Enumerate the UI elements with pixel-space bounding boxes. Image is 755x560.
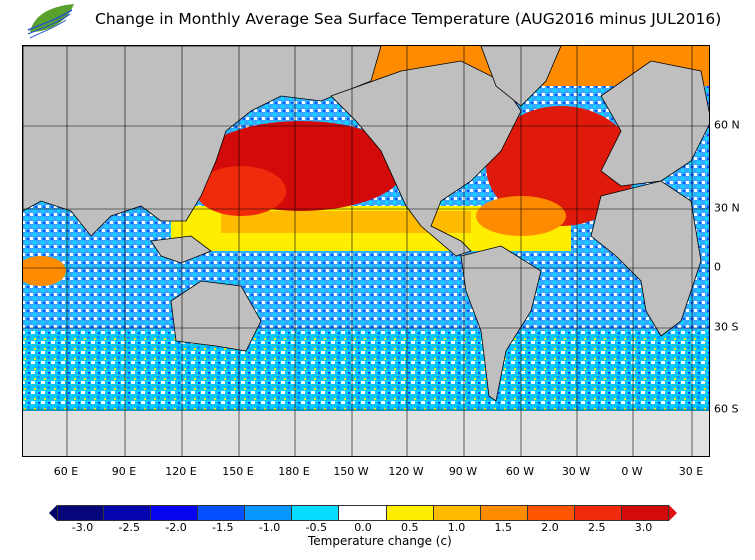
lat-label: 30 N	[714, 201, 740, 215]
colorbar-border	[57, 505, 669, 521]
lon-label: 120 E	[165, 465, 197, 478]
colorbar-tick-label: -3.0	[71, 521, 94, 534]
colorbar-swatch	[339, 505, 387, 521]
lon-label: 30 W	[561, 465, 591, 478]
colorbar-tick-label: 2.0	[541, 521, 559, 534]
lon-label: 150 W	[333, 465, 369, 478]
colorbar-tick-label: -0.5	[305, 521, 327, 534]
colorbar-tick-label: 0.0	[354, 521, 372, 534]
colorbar-tick-label: 3.0	[634, 521, 653, 534]
lon-label: 60 W	[505, 465, 535, 478]
lon-label: 30 E	[678, 465, 704, 478]
chart-title: Change in Monthly Average Sea Surface Te…	[95, 10, 722, 28]
leaf-logo	[27, 4, 74, 39]
colorbar-swatch	[151, 505, 199, 521]
colorbar-swatch	[292, 505, 340, 521]
lon-label: 0 W	[621, 465, 643, 478]
colorbar-swatch	[433, 505, 481, 521]
colorbar	[57, 505, 670, 521]
lon-label: 90 E	[111, 465, 137, 478]
colorbar-swatch	[480, 505, 528, 521]
lon-label: 120 W	[388, 465, 424, 478]
colorbar-label: Temperature change (c)	[308, 534, 452, 548]
colorbar-tick-label: -1.5	[212, 521, 234, 534]
lat-label: 0	[714, 260, 721, 274]
lon-label: 90 W	[448, 465, 478, 478]
colorbar-tick-label: -2.0	[165, 521, 187, 534]
colorbar-swatch	[198, 505, 246, 521]
lat-label: 30 S	[714, 320, 739, 334]
colorbar-swatch	[104, 505, 152, 521]
map-canvas	[23, 46, 709, 456]
lon-label: 180 E	[278, 465, 310, 478]
lon-label: 60 E	[53, 465, 79, 478]
colorbar-tick-label: 1.5	[494, 521, 513, 534]
colorbar-swatch	[527, 505, 575, 521]
colorbar-under-arrow	[49, 505, 57, 521]
lat-label: 60 S	[714, 402, 739, 416]
colorbar-tick-label: 2.5	[588, 521, 606, 534]
lon-label: 150 E	[222, 465, 254, 478]
graticule	[23, 46, 709, 456]
colorbar-tick-label: 0.5	[401, 521, 419, 534]
colorbar-tick-label: -1.0	[258, 521, 281, 534]
colorbar-swatch	[574, 505, 622, 521]
colorbar-swatch	[386, 505, 434, 521]
colorbar-swatch	[245, 505, 293, 521]
colorbar-over-arrow	[669, 505, 677, 521]
colorbar-tick-label: -2.5	[118, 521, 140, 534]
lat-label: 60 N	[714, 118, 740, 132]
colorbar-swatch	[57, 505, 105, 521]
colorbar-tick-label: 1.0	[447, 521, 466, 534]
sst-change-map	[22, 45, 710, 457]
